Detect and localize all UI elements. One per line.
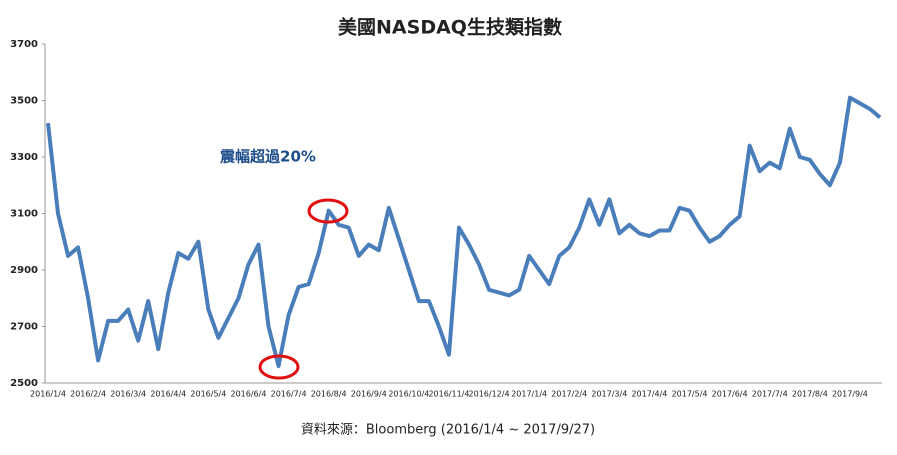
x-tick-label: 2016/6/4	[231, 390, 267, 399]
x-tick-label: 2017/2/4	[551, 390, 587, 399]
x-tick-label: 2016/7/4	[271, 390, 307, 399]
series-line	[46, 95, 882, 369]
y-tick-label: 2900	[10, 265, 38, 276]
x-tick-label: 2016/9/4	[351, 390, 387, 399]
x-tick-label: 2016/10/4	[388, 390, 429, 399]
x-tick-label: 2017/8/4	[792, 390, 828, 399]
y-tick-label: 2500	[10, 378, 38, 389]
x-tick-label: 2017/3/4	[591, 390, 627, 399]
y-tick-label: 3300	[10, 152, 38, 163]
x-tick-label: 2017/9/4	[832, 390, 868, 399]
x-tick-label: 2017/1/4	[511, 390, 547, 399]
x-tick-label: 2016/4/4	[150, 390, 186, 399]
x-tick-label: 2017/5/4	[672, 390, 708, 399]
x-tick-label: 2016/1/4	[30, 390, 66, 399]
y-tick-label: 3500	[10, 96, 38, 107]
x-tick-label: 2016/8/4	[311, 390, 347, 399]
annotation: 震幅超過20%	[220, 148, 316, 166]
x-tick-label: 2016/11/4	[428, 390, 469, 399]
y-tick-label: 2700	[10, 322, 38, 333]
x-tick-label: 2017/7/4	[752, 390, 788, 399]
x-tick-label: 2016/2/4	[70, 390, 106, 399]
plot	[46, 95, 882, 369]
highlight-circle	[258, 354, 300, 380]
chart-title: 美國NASDAQ生技類指數	[338, 16, 562, 39]
highlight-circle	[307, 198, 349, 224]
x-tick-label: 2016/5/4	[190, 390, 226, 399]
source-note: 資料來源：Bloomberg (2016/1/4 ~ 2017/9/27)	[301, 423, 595, 438]
y-tick-label: 3700	[10, 39, 38, 50]
x-tick-label: 2016/3/4	[110, 390, 146, 399]
y-tick-label: 3100	[10, 209, 38, 220]
x-tick-label: 2017/6/4	[712, 390, 748, 399]
x-tick-label: 2016/12/4	[469, 390, 510, 399]
x-tick-label: 2017/4/4	[631, 390, 667, 399]
